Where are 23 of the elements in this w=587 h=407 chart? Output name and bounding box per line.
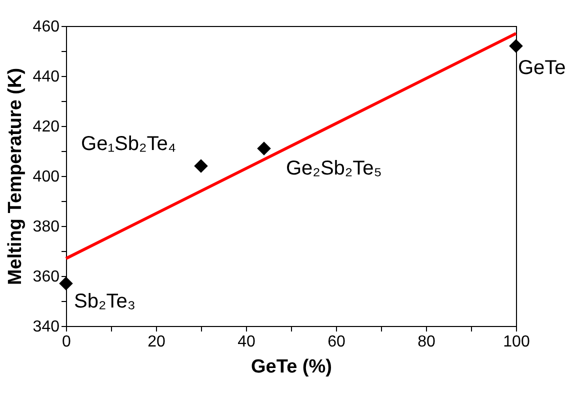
y-tick-label: 360 <box>32 268 60 286</box>
point <box>194 159 208 173</box>
x-tick-label: 40 <box>238 334 256 350</box>
annotation: Ge₁Sb₂Te₄ <box>81 133 176 155</box>
y-tick-label: 440 <box>32 68 60 86</box>
y-tick-label: 400 <box>32 168 60 186</box>
annotation: Ge₂Sb₂Te₅ <box>286 158 382 180</box>
x-axis-title: GeTe (%) <box>251 356 332 378</box>
x-tick-label: 100 <box>503 334 530 350</box>
point <box>509 39 523 53</box>
point <box>59 276 73 290</box>
point <box>257 142 271 156</box>
x-tick-label: 60 <box>328 334 346 350</box>
annotation: Sb₂Te₃ <box>74 290 136 312</box>
x-tick-label: 20 <box>148 334 166 350</box>
annotation: GeTe <box>518 57 566 79</box>
y-axis-title: Melting Temperature (K) <box>4 68 26 286</box>
x-tick-label: 0 <box>62 334 72 350</box>
x-tick-label: 80 <box>418 334 436 350</box>
y-tick-label: 380 <box>32 218 60 236</box>
y-tick-label: 460 <box>32 18 60 36</box>
y-tick-label: 420 <box>32 118 60 136</box>
y-tick-label: 340 <box>32 318 60 336</box>
